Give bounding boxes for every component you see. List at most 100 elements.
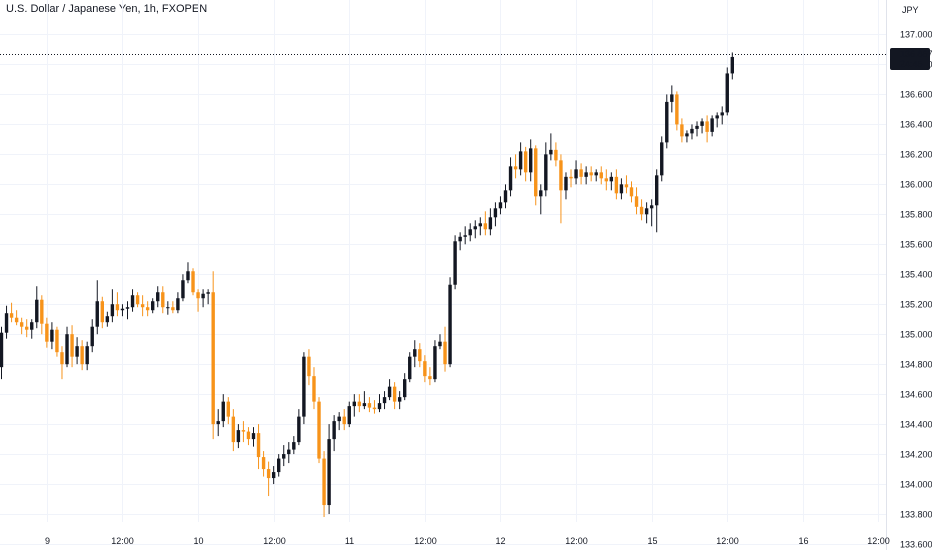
candle[interactable] bbox=[453, 235, 457, 290]
candle[interactable] bbox=[332, 415, 336, 452]
candle[interactable] bbox=[518, 142, 523, 176]
candle[interactable] bbox=[377, 394, 382, 413]
candle[interactable] bbox=[508, 157, 513, 197]
candle[interactable] bbox=[539, 184, 543, 215]
candle[interactable] bbox=[594, 169, 598, 182]
candle[interactable] bbox=[4, 305, 9, 339]
candle[interactable] bbox=[196, 289, 200, 312]
candle[interactable] bbox=[256, 424, 261, 470]
candle[interactable] bbox=[649, 199, 654, 227]
candle[interactable] bbox=[271, 466, 276, 485]
candle[interactable] bbox=[201, 289, 205, 308]
candle[interactable] bbox=[428, 367, 432, 386]
candle[interactable] bbox=[569, 169, 573, 188]
candle[interactable] bbox=[523, 146, 528, 182]
candle[interactable] bbox=[423, 355, 427, 383]
candle[interactable] bbox=[690, 124, 694, 140]
candle[interactable] bbox=[639, 199, 644, 221]
candle[interactable] bbox=[191, 268, 195, 296]
candle[interactable] bbox=[100, 296, 104, 329]
candle[interactable] bbox=[725, 67, 729, 116]
candle[interactable] bbox=[297, 409, 301, 446]
candle[interactable] bbox=[670, 85, 674, 113]
candle[interactable] bbox=[644, 202, 649, 224]
candle[interactable] bbox=[347, 401, 351, 428]
candle[interactable] bbox=[362, 391, 367, 410]
candle[interactable] bbox=[629, 181, 634, 203]
candle[interactable] bbox=[145, 301, 150, 317]
candle[interactable] bbox=[135, 292, 140, 308]
candle[interactable] bbox=[700, 118, 704, 134]
candle[interactable] bbox=[665, 94, 669, 149]
price-axis[interactable]: 137.000136.800136.600136.400136.200136.0… bbox=[900, 30, 932, 550]
candle[interactable] bbox=[186, 262, 190, 284]
candle[interactable] bbox=[70, 325, 74, 368]
candle[interactable] bbox=[35, 286, 39, 329]
candle[interactable] bbox=[115, 292, 120, 317]
candle[interactable] bbox=[559, 154, 563, 224]
candle[interactable] bbox=[458, 232, 462, 251]
candle[interactable] bbox=[221, 394, 225, 428]
candle[interactable] bbox=[45, 317, 49, 348]
candle[interactable] bbox=[231, 409, 236, 452]
candle[interactable] bbox=[498, 196, 503, 215]
candle[interactable] bbox=[166, 301, 170, 315]
candle[interactable] bbox=[211, 271, 215, 440]
candle[interactable] bbox=[357, 394, 362, 413]
candle[interactable] bbox=[397, 391, 402, 410]
candle[interactable] bbox=[30, 319, 34, 339]
candles[interactable] bbox=[0, 52, 734, 518]
candle[interactable] bbox=[655, 169, 659, 233]
candle[interactable] bbox=[493, 202, 498, 227]
candle[interactable] bbox=[529, 139, 533, 182]
candle[interactable] bbox=[403, 373, 407, 401]
candle[interactable] bbox=[503, 184, 508, 209]
candle[interactable] bbox=[105, 311, 110, 327]
candle[interactable] bbox=[80, 340, 84, 371]
candle[interactable] bbox=[614, 169, 619, 200]
candle[interactable] bbox=[85, 341, 89, 371]
candle[interactable] bbox=[468, 223, 472, 242]
candle[interactable] bbox=[564, 172, 568, 200]
candle[interactable] bbox=[337, 412, 341, 431]
candle[interactable] bbox=[574, 160, 578, 185]
candle[interactable] bbox=[287, 442, 291, 464]
candle[interactable] bbox=[619, 178, 624, 200]
candle[interactable] bbox=[675, 91, 679, 131]
candle[interactable] bbox=[251, 427, 256, 447]
candle[interactable] bbox=[176, 292, 180, 314]
candle[interactable] bbox=[161, 286, 165, 314]
candle[interactable] bbox=[50, 322, 54, 350]
candle[interactable] bbox=[599, 166, 603, 185]
candle[interactable] bbox=[125, 301, 130, 320]
candle[interactable] bbox=[579, 163, 583, 185]
candle[interactable] bbox=[372, 400, 377, 414]
candle[interactable] bbox=[408, 352, 412, 383]
candle[interactable] bbox=[19, 317, 24, 335]
candle[interactable] bbox=[282, 445, 286, 467]
candle[interactable] bbox=[90, 319, 94, 353]
candle[interactable] bbox=[60, 346, 64, 380]
time-axis[interactable]: 9 12:00 10 12:00 11 12:00 12 12:00 15 12:00 16 12:0… bbox=[45, 536, 932, 546]
candle[interactable] bbox=[216, 409, 220, 437]
candle[interactable] bbox=[25, 319, 29, 338]
candle[interactable] bbox=[322, 451, 326, 518]
candle[interactable] bbox=[110, 289, 115, 323]
candle[interactable] bbox=[413, 340, 417, 368]
candle[interactable] bbox=[206, 289, 210, 305]
candle[interactable] bbox=[448, 277, 452, 368]
candle[interactable] bbox=[292, 436, 296, 455]
candle[interactable] bbox=[151, 298, 155, 314]
candle[interactable] bbox=[473, 220, 477, 239]
candle[interactable] bbox=[463, 226, 467, 245]
candle[interactable] bbox=[317, 397, 321, 464]
candle[interactable] bbox=[544, 142, 548, 197]
candle[interactable] bbox=[9, 302, 14, 323]
candle[interactable] bbox=[609, 172, 614, 191]
candle[interactable] bbox=[433, 340, 437, 383]
candle[interactable] bbox=[246, 427, 251, 446]
candle[interactable] bbox=[171, 301, 175, 314]
candle[interactable] bbox=[695, 121, 699, 137]
candle[interactable] bbox=[302, 352, 306, 425]
candle[interactable] bbox=[554, 142, 558, 167]
